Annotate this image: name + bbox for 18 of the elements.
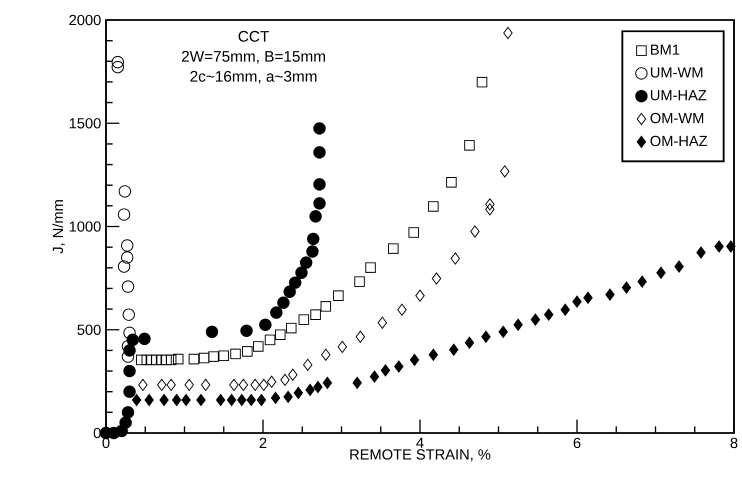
legend-label: OM-WM bbox=[650, 112, 704, 124]
legend-label: UM-WM bbox=[650, 67, 702, 78]
annotation: CCT bbox=[238, 30, 269, 42]
y-tick-label: 1000 bbox=[70, 221, 101, 232]
y-tick-label: 1500 bbox=[70, 118, 101, 128]
y-axis-title: J, N/mm bbox=[52, 200, 65, 254]
legend-label: UM-HAZ bbox=[650, 90, 706, 100]
x-tick-label: 4 bbox=[416, 438, 424, 448]
legend-label: OM-HAZ bbox=[650, 136, 708, 146]
x-tick-label: 2 bbox=[260, 438, 266, 448]
x-tick-label: 8 bbox=[730, 438, 738, 448]
annotation: 2W=75mm, B=15mm bbox=[182, 50, 325, 64]
annotation: 2c~16mm, a~3mm bbox=[190, 70, 316, 84]
y-tick-label: 2000 bbox=[69, 14, 101, 26]
y-tick-label: 500 bbox=[77, 324, 101, 335]
x-axis-title: REMOTE STRAIN, % bbox=[350, 449, 490, 462]
legend-label: BM1 bbox=[651, 44, 680, 55]
x-tick-label: 6 bbox=[574, 438, 580, 448]
